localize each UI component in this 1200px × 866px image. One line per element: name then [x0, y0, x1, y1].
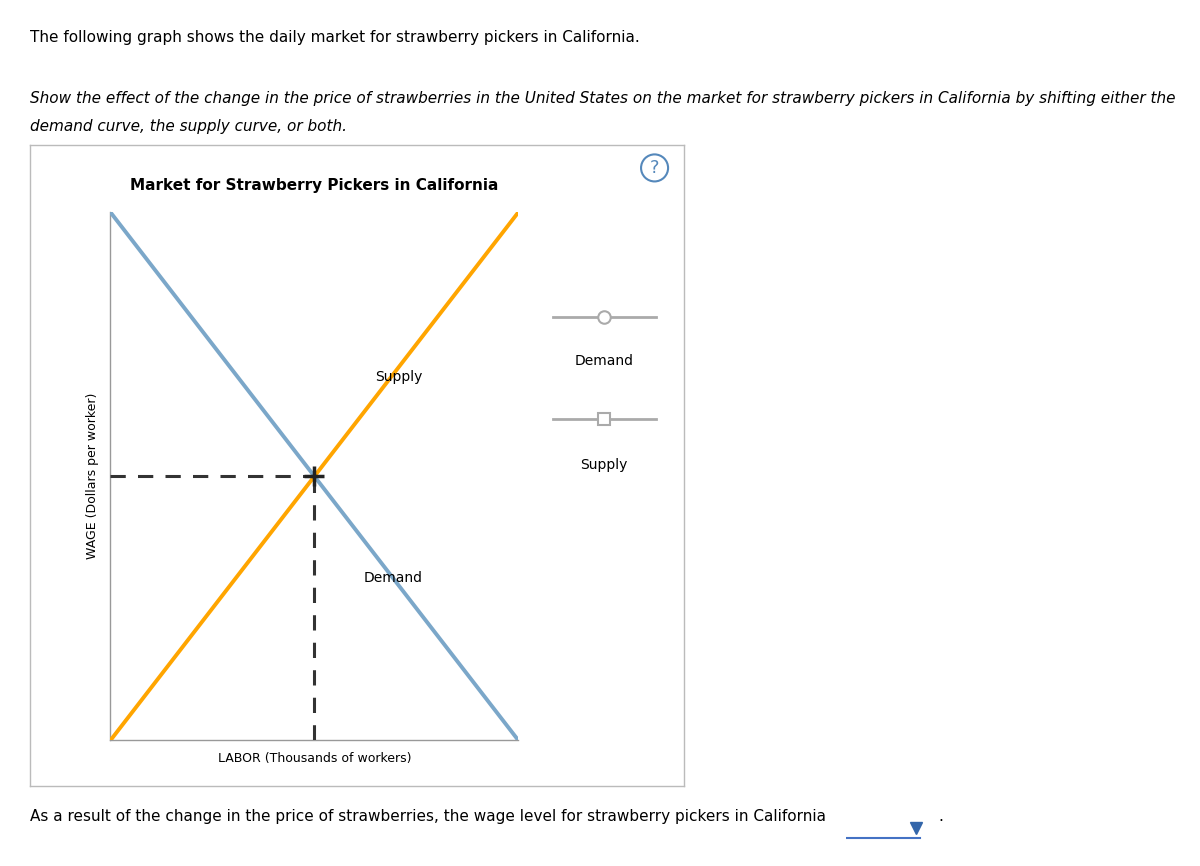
X-axis label: LABOR (Thousands of workers): LABOR (Thousands of workers): [217, 752, 412, 765]
Text: Show the effect of the change in the price of strawberries in the United States : Show the effect of the change in the pri…: [30, 91, 1176, 106]
Y-axis label: WAGE (Dollars per worker): WAGE (Dollars per worker): [86, 393, 100, 559]
Text: .: .: [938, 810, 943, 824]
Text: The following graph shows the daily market for strawberry pickers in California.: The following graph shows the daily mark…: [30, 30, 640, 45]
Text: Supply: Supply: [376, 370, 422, 385]
Text: demand curve, the supply curve, or both.: demand curve, the supply curve, or both.: [30, 119, 347, 133]
Text: ?: ?: [650, 159, 659, 177]
Text: As a result of the change in the price of strawberries, the wage level for straw: As a result of the change in the price o…: [30, 810, 826, 824]
Text: Demand: Demand: [364, 571, 422, 585]
Text: Demand: Demand: [575, 354, 634, 368]
Title: Market for Strawberry Pickers in California: Market for Strawberry Pickers in Califor…: [131, 178, 498, 193]
Text: Supply: Supply: [581, 458, 628, 472]
